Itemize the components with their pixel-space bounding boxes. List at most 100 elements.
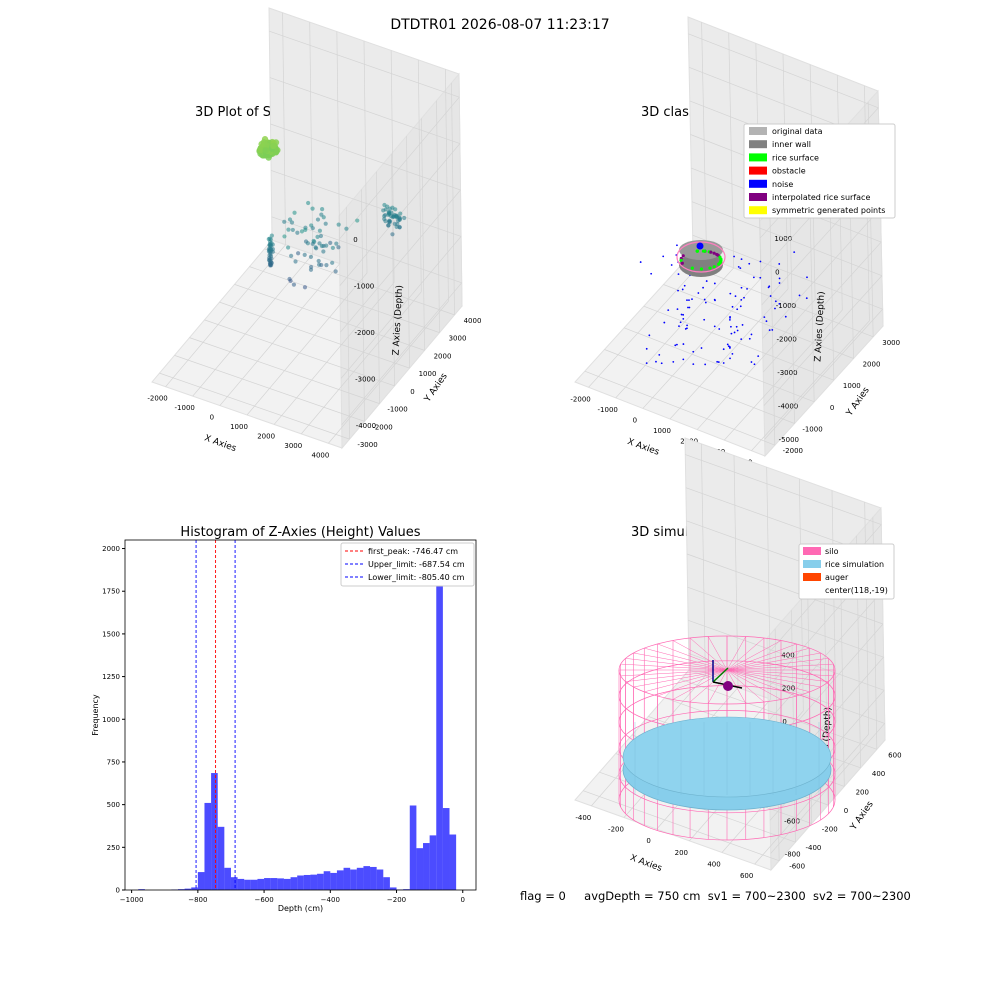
- sim-xtick: 600: [740, 872, 753, 880]
- noise-point: [753, 363, 756, 366]
- legend-label: noise: [772, 180, 793, 189]
- noise-point: [730, 332, 733, 335]
- noise-point: [687, 306, 689, 309]
- raw-point: [336, 245, 341, 250]
- cls-ztick: -4000: [778, 403, 798, 411]
- raw-point: [286, 227, 291, 232]
- cls-xtick: -1000: [598, 406, 618, 414]
- cls-ytick: -1000: [802, 426, 822, 434]
- legend-label: inner wall: [772, 140, 811, 149]
- hist-bar: [416, 848, 424, 890]
- hist-bar: [363, 866, 371, 890]
- raw-point: [268, 262, 273, 267]
- silo-roof-wire: [657, 643, 728, 671]
- raw-point: [268, 243, 274, 248]
- silo-roof-wire: [726, 669, 810, 693]
- noise-point: [734, 295, 737, 298]
- noise-point: [778, 277, 781, 280]
- sim-ytick: 400: [872, 770, 885, 778]
- raw-point: [303, 239, 309, 244]
- cls-ytick: 3000: [882, 339, 900, 347]
- hist-ytick: 0: [116, 887, 120, 895]
- raw-point: [394, 213, 399, 218]
- cls-xtick: 1000: [653, 427, 671, 435]
- hist-bar: [383, 877, 390, 890]
- silo-roof-wire: [708, 636, 728, 671]
- noise-point: [716, 360, 719, 363]
- raw-point: [308, 267, 314, 272]
- noise-point: [677, 289, 679, 292]
- surface-point: [715, 252, 719, 257]
- classify-legend-frame: [743, 123, 896, 219]
- hist-bar: [290, 877, 298, 890]
- noise-point: [645, 347, 648, 350]
- noise-point: [670, 264, 673, 266]
- surface-point: [709, 250, 713, 254]
- surface-point: [690, 266, 694, 270]
- noise-point: [784, 315, 787, 318]
- sim-ytick: -200: [822, 826, 838, 834]
- raw-point: [334, 241, 339, 246]
- hist-bar: [409, 805, 417, 890]
- silo-ring: [618, 635, 836, 705]
- noise-point: [703, 318, 706, 321]
- cls-ztick: -3000: [777, 369, 797, 377]
- hist-ytick: 1500: [102, 630, 120, 638]
- silo-roof-wire: [708, 669, 728, 704]
- raw-point: [314, 246, 319, 251]
- hist-bar: [303, 874, 311, 890]
- hist-xtick: −400: [321, 896, 340, 904]
- noise-point: [655, 360, 657, 363]
- raw-point: [306, 200, 311, 206]
- raw-xtick: 3000: [284, 442, 302, 450]
- silo-roof-wire: [726, 640, 782, 671]
- silo-roof-wire: [672, 669, 728, 700]
- noise-point: [746, 287, 748, 290]
- hist-bar: [204, 802, 212, 890]
- raw-point: [317, 262, 322, 267]
- raw-point: [292, 210, 297, 215]
- noise-point: [639, 261, 642, 263]
- hist-bar: [317, 873, 324, 890]
- sim-xlabel: X Axies: [629, 853, 664, 874]
- histogram-xlabel: Depth (cm): [278, 904, 323, 913]
- noise-point: [728, 347, 731, 349]
- noise-point: [648, 334, 651, 337]
- noise-point: [672, 360, 675, 363]
- noise-point: [759, 276, 762, 279]
- sim-ytick: -400: [805, 844, 821, 852]
- noise-point: [658, 353, 661, 356]
- legend-label: silo: [825, 547, 839, 556]
- classify-legend: original data inner wall rice surface obsta…: [743, 123, 896, 219]
- raw-xtick: 2000: [257, 432, 275, 440]
- hist-bar: [244, 879, 251, 890]
- noise-point: [722, 348, 725, 351]
- hist-bar: [211, 773, 218, 890]
- raw-point: [317, 228, 323, 233]
- hist-bar: [449, 834, 457, 890]
- hist-bar: [264, 878, 271, 890]
- inner-wall-top: [679, 240, 723, 260]
- noise-point: [682, 358, 685, 361]
- noise-point: [679, 321, 682, 324]
- hist-bar: [423, 843, 430, 890]
- hist-bar: [297, 875, 304, 890]
- noise-point: [676, 244, 678, 247]
- hist-bar: [277, 878, 284, 890]
- sv2-text: sv2 = 700~2300: [812, 889, 911, 903]
- raw-point: [282, 219, 287, 224]
- raw-ztick: -1000: [354, 283, 374, 291]
- noise-point: [750, 333, 753, 336]
- cls-ztick: -5000: [779, 436, 799, 444]
- raw-point: [330, 260, 335, 265]
- raw-point: [308, 254, 314, 259]
- histogram-legend-frame: [340, 542, 475, 587]
- noise-point: [771, 329, 774, 331]
- noise-point: [733, 331, 736, 334]
- surface-point: [708, 266, 712, 270]
- cls-ytick: 0: [830, 404, 834, 412]
- noise-point: [663, 321, 666, 324]
- hist-bar: [330, 872, 337, 890]
- silo-roof-wire: [726, 669, 821, 688]
